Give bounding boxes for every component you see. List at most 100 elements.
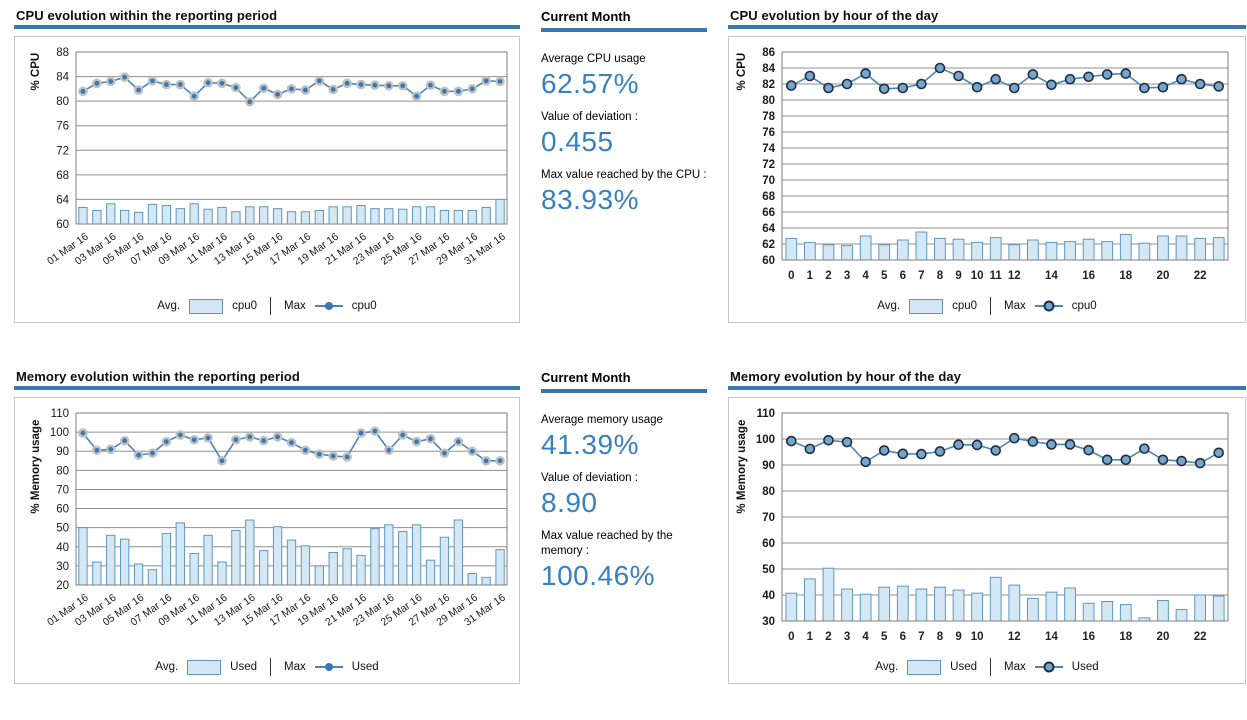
memory-daily-legend: Avg. Used Max Used [155,653,379,681]
max-marker [384,80,394,91]
max-marker [147,448,158,458]
cpu-deviation-stat: Value of deviation : 0.455 [541,110,707,158]
max-marker [1213,447,1225,459]
max-marker [860,68,871,79]
x-tick-label: 10 [971,631,984,643]
avg-bar-swatch-icon [187,659,222,675]
legend-divider [270,297,272,315]
max-marker [804,70,816,82]
max-marker [971,81,983,93]
max-marker [1120,68,1132,79]
memory-stats-heading: Current Month [541,370,631,385]
plot-border [781,412,1229,622]
max-marker [1046,79,1057,91]
max-line-marker-icon [314,300,343,312]
avg-bar [328,552,338,586]
max-marker [878,445,890,456]
max-marker [161,436,172,447]
x-tick-label: 2 [825,631,831,643]
avg-bar [231,211,241,225]
avg-bar [1101,601,1114,622]
memory-daily-panel: 20 30 40 50 60 70 80 90 100 110% Memory usage 01 M… [14,397,520,684]
max-marker [189,91,199,102]
y-tick-label: 82 [762,79,775,91]
max-marker [495,76,505,87]
avg-bar [1064,587,1076,622]
avg-bar [1045,591,1058,622]
memory-daily-title-underline [14,386,520,390]
avg-bar [370,528,380,586]
x-tick-label: 11 [990,270,1003,282]
memory-deviation-label: Value of deviation : [541,471,638,484]
max-marker [411,436,422,447]
memory-average-label: Average memory usage [541,414,663,426]
max-marker [272,432,283,442]
cpu-stats-panel: Current Month Average CPU usage 62.57% V… [541,8,707,226]
cpu-stats-underline [541,28,707,32]
cpu-hourly-chart-block: CPU evolution by hour of the day 60 62 64 6… [728,8,1246,323]
max-marker [1139,443,1150,454]
x-tick-label: 12 [1008,270,1021,282]
memory-hourly-chart-block: Memory evolution by hour of the day 30 40… [728,369,1246,684]
y-tick-label: 72 [762,159,775,171]
avg-bar [119,538,130,586]
max-marker [258,435,269,446]
x-tick-label: 7 [918,270,924,282]
max-marker [785,80,797,91]
memory-deviation-stat: Value of deviation : 8.90 [541,471,707,519]
max-marker [1027,69,1039,80]
avg-bar [841,245,853,261]
max-marker [467,446,478,457]
cpu-max-value: 83.93% [541,183,639,215]
max-marker [105,444,116,455]
max-marker [175,430,186,440]
max-marker [804,443,816,455]
max-marker [1194,457,1206,469]
memory-average-value: 41.39% [541,428,639,460]
avg-bar [495,198,505,225]
avg-bar [1157,235,1169,261]
avg-bar [439,209,450,225]
memory-max-value: 100.46% [541,559,656,591]
avg-bar [896,585,909,622]
y-tick-label: 70 [762,175,775,187]
memory-average-stat: Average memory usage 41.39% [541,413,707,461]
y-tick-label: 76 [762,127,775,139]
max-marker [175,79,186,90]
cpu-max-stat: Max value reached by the CPU : 83.93% [541,168,707,216]
memory-daily-chart-title: Memory evolution within the reporting pe… [16,369,300,384]
cpu-daily-chart-title: CPU evolution within the reporting perio… [16,8,278,23]
cpu-daily-legend: Avg. cpu0 Max cpu0 [157,292,377,320]
avg-bar [106,203,116,225]
avg-bar [1194,594,1207,622]
avg-bar [161,532,172,586]
y-tick-label: 76 [56,121,69,133]
cpu-deviation-label: Value of deviation : [541,110,638,123]
avg-bar [1082,602,1095,622]
x-tick-label: 9 [955,270,961,282]
cpu-daily-panel: 60 64 68 72 76 80 84 88% CPU 01 Mar 16 03 Mar 16 0… [14,36,520,323]
legend-max-series: cpu0 [351,300,377,312]
cpu-average-stat: Average CPU usage 62.57% [541,52,707,100]
avg-bar [300,545,311,586]
memory-deviation-value: 8.90 [541,486,598,518]
avg-bar [1008,584,1021,622]
y-tick-label: 84 [56,72,69,84]
max-marker [897,448,909,460]
max-marker [286,437,297,448]
avg-bar [398,530,408,586]
x-tick-label: 3 [844,270,850,282]
max-marker [425,80,436,90]
y-tick-label: 90 [56,446,69,458]
max-marker [328,84,339,95]
max-marker [1101,69,1113,80]
max-marker [1008,82,1020,94]
avg-bar [915,231,928,261]
legend-max-label: Max [1004,300,1026,312]
avg-bar [411,206,422,225]
avg-bar [217,206,227,225]
avg-bar [934,237,946,261]
max-marker [217,455,227,466]
legend-avg-series: cpu0 [232,300,258,312]
